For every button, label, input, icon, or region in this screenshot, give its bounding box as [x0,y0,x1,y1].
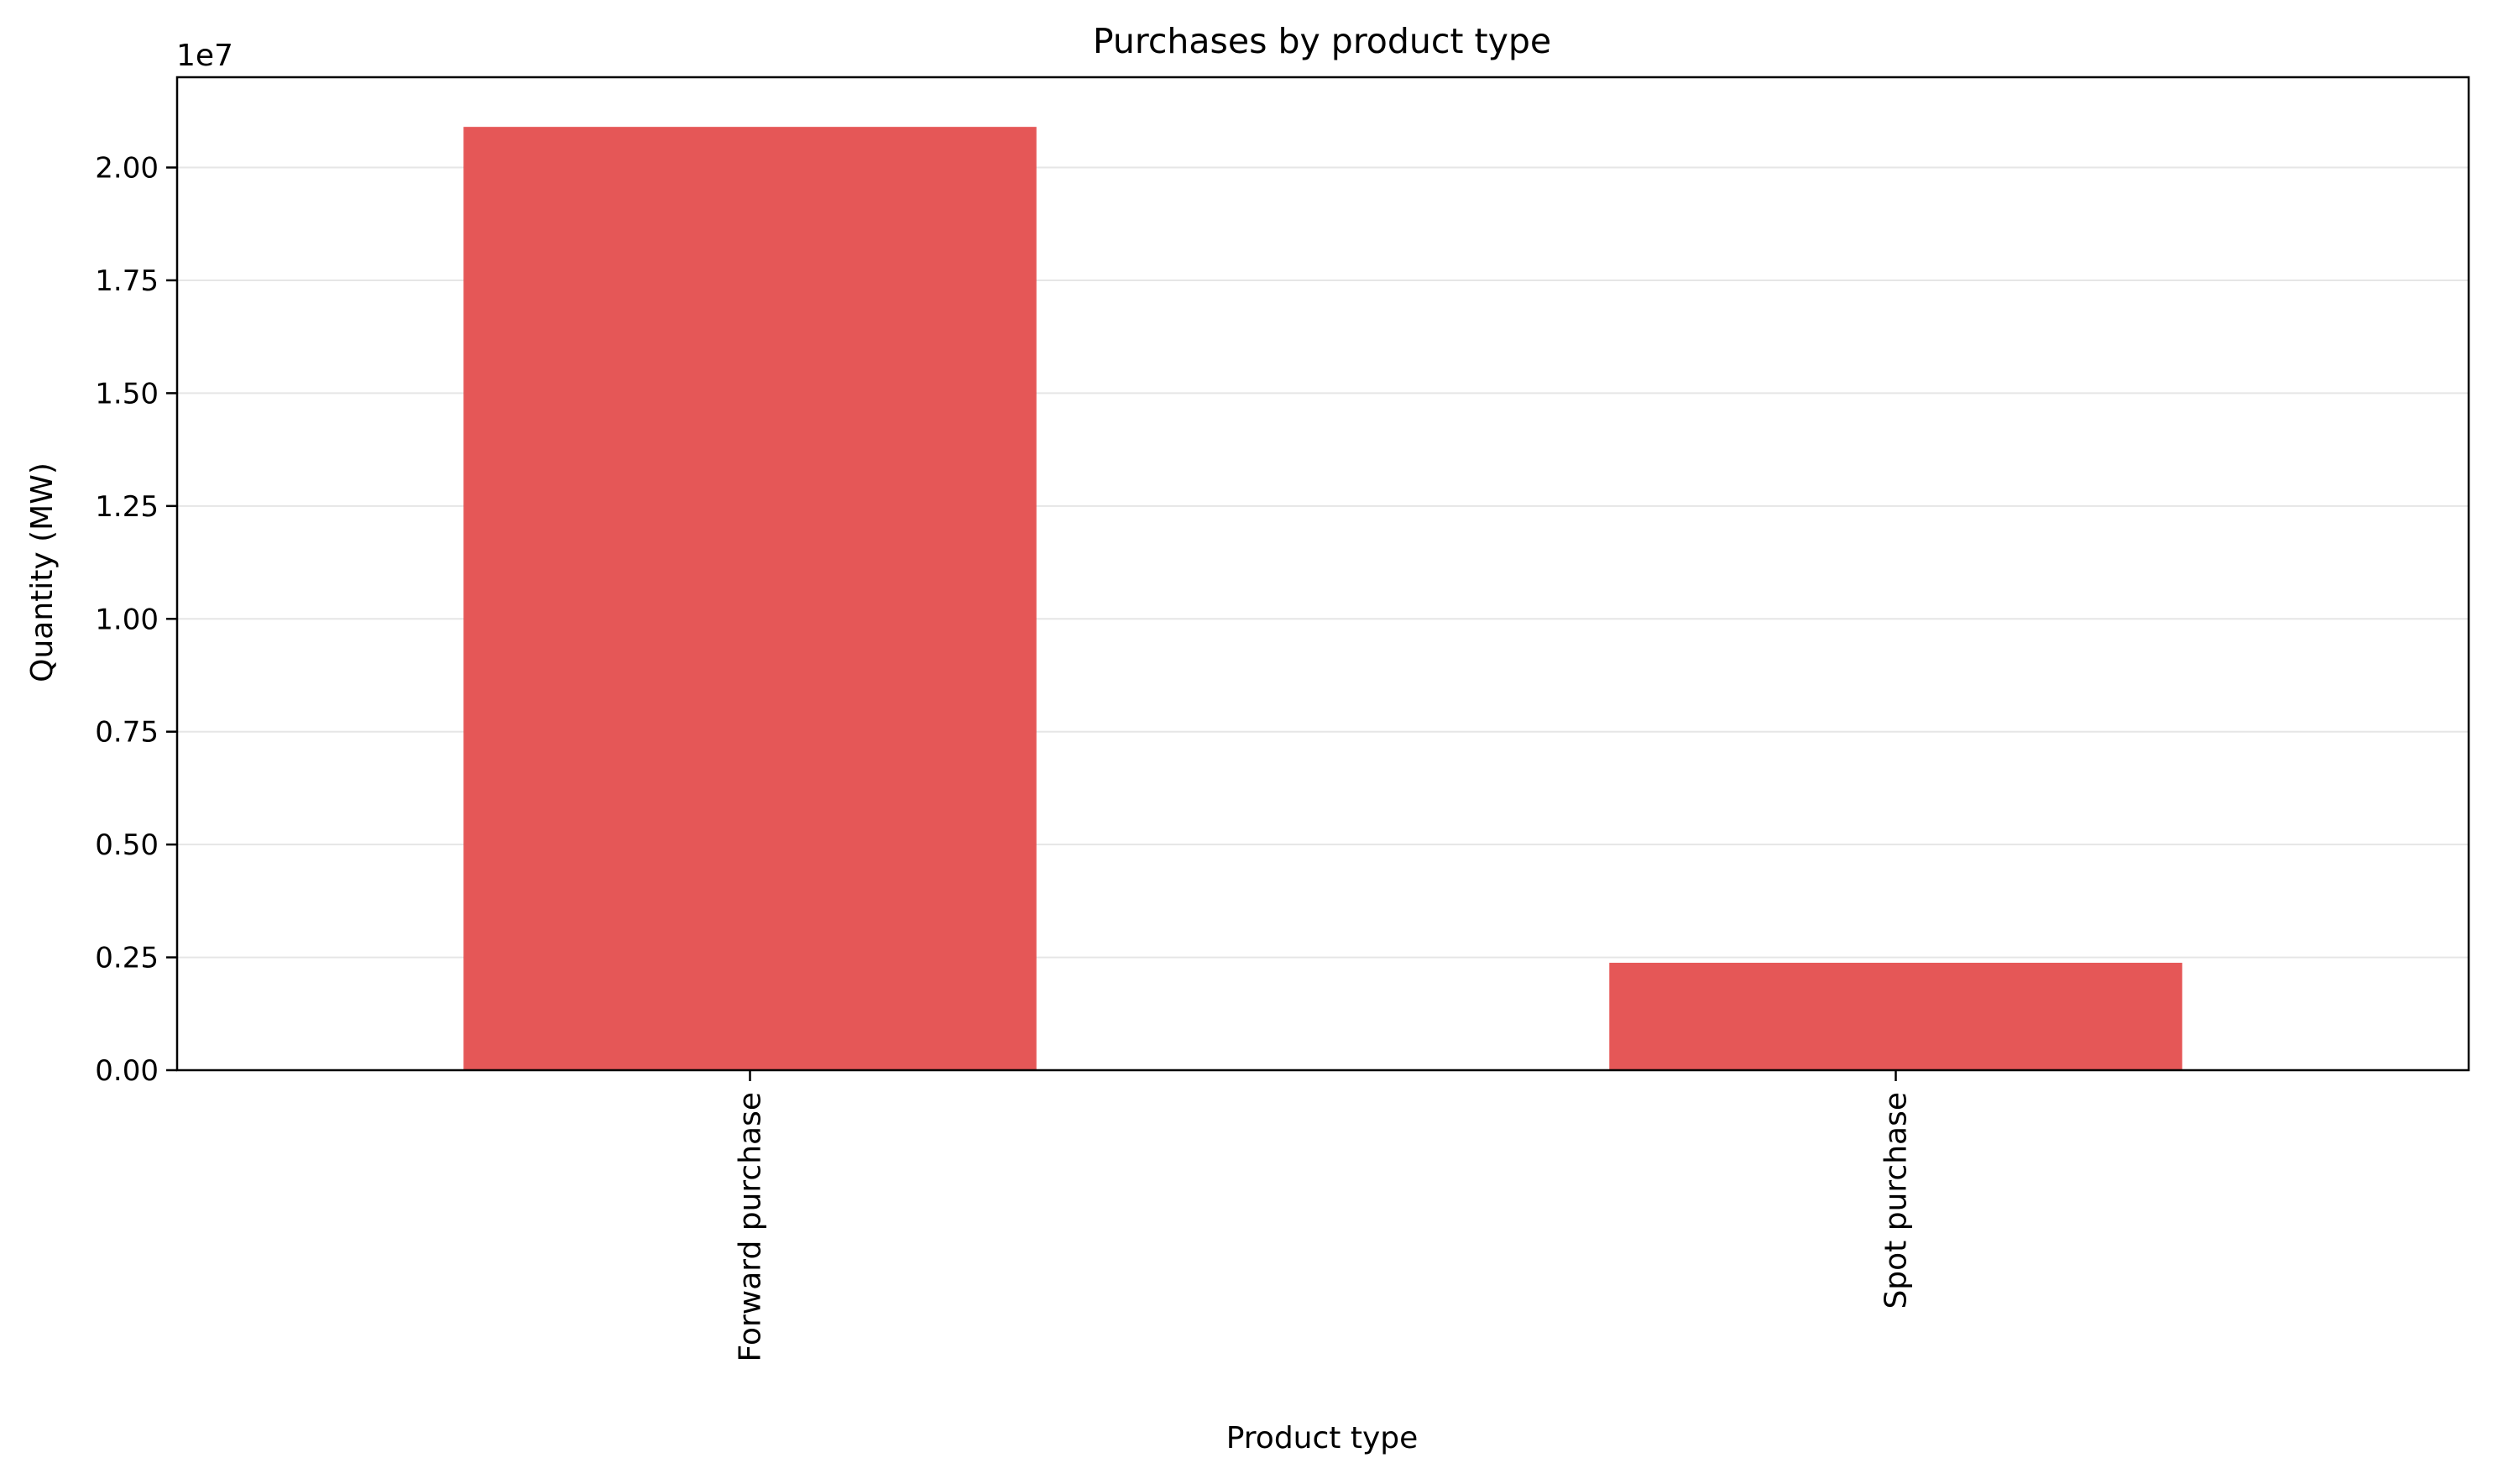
y-tick-label: 1.25 [95,490,159,524]
y-tick-label: 2.00 [95,152,159,186]
y-tick-label: 1.50 [95,377,159,410]
x-tick-label: Spot purchase [1879,1092,1914,1309]
y-axis: 0.00 0.25 0.50 0.75 1.00 1.25 1.50 1.75 2.00 [95,152,177,1088]
chart-title: Purchases by product type [1093,21,1551,61]
bar-forward-purchase [463,127,1037,1070]
y-axis-label: Quantity (MW) [25,462,60,682]
x-axis: Forward purchase Spot purchase [734,1070,1914,1361]
y-tick-label: 1.00 [95,603,159,636]
y-tick-label: 0.25 [95,942,159,975]
y-tick-label: 0.75 [95,716,159,750]
y-tick-label: 1.75 [95,264,159,298]
y-tick-label: 0.50 [95,828,159,862]
bars-layer [463,127,2182,1070]
x-tick-label: Forward purchase [734,1092,768,1361]
plot-frame [175,76,2470,1072]
y-tick-label: 0.00 [95,1054,159,1088]
x-axis-label: Product type [1226,1421,1419,1455]
bar-spot-purchase [1609,963,2182,1070]
y-axis-offset-label: 1e7 [176,39,233,73]
